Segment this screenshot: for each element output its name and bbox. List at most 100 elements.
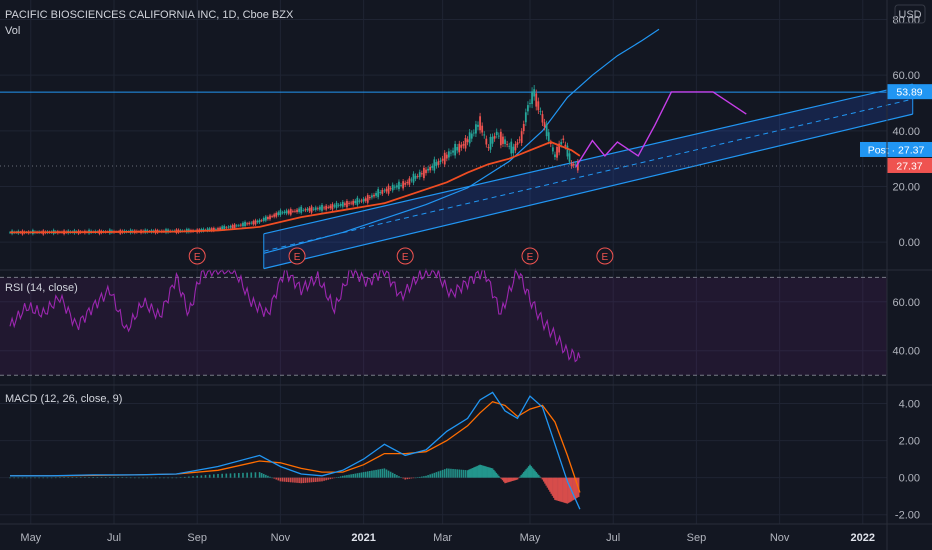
macd-histogram-bar	[175, 477, 178, 479]
candle-body	[258, 219, 261, 223]
macd-histogram-bar	[13, 477, 15, 479]
earnings-marker[interactable]	[396, 247, 414, 265]
candle-body	[524, 112, 527, 123]
macd-histogram-bar	[42, 477, 45, 479]
macd-histogram-bar	[265, 474, 267, 478]
candle-body	[319, 206, 321, 210]
earnings-marker-label: E	[527, 252, 534, 263]
channel-top-line[interactable]	[263, 83, 913, 235]
macd-histogram-bar	[346, 475, 348, 478]
macd-histogram-bar	[400, 477, 402, 478]
price-price-tick-label: 40.00	[892, 126, 920, 138]
candle-body	[210, 228, 213, 231]
channel-median-line[interactable]	[263, 98, 913, 252]
earnings-marker[interactable]	[288, 247, 306, 265]
macd-histogram-bar	[464, 470, 467, 478]
earnings-marker-label: E	[194, 252, 201, 263]
macd-histogram-bar	[21, 477, 24, 479]
macd-histogram-bar	[479, 464, 481, 478]
macd-histogram-bar	[167, 477, 169, 479]
macd-histogram-bar	[142, 477, 144, 479]
earnings-marker[interactable]	[188, 247, 206, 265]
time-tick-label: Sep	[187, 532, 207, 544]
candle-body	[566, 145, 569, 157]
parabolic-curve[interactable]	[263, 28, 660, 254]
candle-body	[520, 131, 523, 143]
macd-histogram-bar	[547, 477, 550, 490]
time-tick-label: Sep	[687, 532, 707, 544]
macd-histogram-bar	[54, 477, 57, 479]
candle-body	[229, 226, 232, 228]
macd-line[interactable]	[10, 391, 581, 510]
macd-histogram-bar	[304, 477, 307, 483]
macd-histogram-bar	[200, 475, 203, 478]
macd-histogram-bar	[310, 477, 313, 483]
price-price-tick-label: 20.00	[892, 181, 920, 193]
channel-bottom-line[interactable]	[263, 113, 913, 270]
currency-label: USD	[898, 9, 921, 21]
macd-histogram-bar	[129, 477, 132, 479]
candle-body	[264, 216, 267, 221]
currency-button[interactable]	[894, 4, 926, 24]
macd-histogram-bar	[314, 477, 317, 482]
macd-histogram-bar	[344, 475, 346, 478]
candle-body	[281, 212, 284, 214]
macd-histogram-bar	[337, 476, 340, 478]
macd-histogram-bar	[511, 477, 514, 482]
macd-histogram-bar	[521, 473, 524, 478]
moving-average-line[interactable]	[9, 141, 581, 234]
candle-body	[562, 138, 565, 140]
macd-histogram-bar	[269, 476, 271, 478]
candle-body	[256, 220, 259, 223]
macd-histogram-bar	[535, 472, 538, 478]
time-tick-label: Nov	[770, 532, 790, 544]
macd-histogram-bar	[396, 475, 398, 478]
candle-body	[379, 192, 382, 194]
macd-histogram-bar	[423, 476, 425, 478]
macd-histogram-bar	[371, 470, 373, 478]
macd-histogram-bar	[113, 477, 115, 478]
macd-histogram-bar	[531, 467, 534, 478]
macd-histogram-bar	[50, 477, 53, 479]
price-price-tick-label: 60.00	[892, 70, 920, 82]
projection-path[interactable]	[575, 91, 747, 168]
candle-body	[306, 208, 309, 211]
candle-body	[527, 105, 529, 112]
candle-body	[416, 176, 419, 177]
macd-histogram-bar	[273, 477, 275, 479]
macd-histogram-bar	[267, 475, 269, 478]
candle-body	[346, 200, 348, 208]
macd-histogram-bar	[504, 477, 506, 484]
time-tick-label: Nov	[271, 532, 291, 544]
macd-histogram-bar	[410, 477, 413, 479]
candle-body	[518, 139, 521, 141]
time-tick-label: 2021	[351, 532, 375, 544]
axes: May Jul Sep Nov 2021 Mar May Jul Sep Nov 202280.00…	[20, 14, 932, 544]
candle-body	[475, 124, 477, 134]
candle-body	[298, 208, 301, 212]
candle-body	[212, 227, 215, 231]
candle-body	[239, 224, 242, 226]
rsi-line[interactable]	[9, 268, 581, 363]
earnings-marker-label: E	[294, 252, 301, 263]
macd-histogram-bar	[229, 473, 232, 478]
candle-body	[262, 218, 265, 221]
time-tick-label: Jul	[606, 532, 620, 544]
macd-histogram-bar	[546, 477, 549, 488]
candle-body	[468, 132, 471, 144]
macd-histogram-bar	[525, 469, 528, 478]
macd-pane[interactable]	[9, 391, 581, 510]
macd-histogram-bar	[491, 468, 494, 478]
rsi-pane[interactable]	[0, 268, 887, 376]
macd-histogram-bar	[71, 477, 74, 478]
macd-histogram-bar	[452, 468, 454, 478]
earnings-marker[interactable]	[596, 247, 614, 265]
macd-histogram-bar	[38, 477, 40, 479]
earnings-marker[interactable]	[521, 247, 539, 265]
candle-body	[329, 205, 332, 209]
macd-histogram-bar	[300, 477, 302, 484]
candle-body	[400, 185, 402, 186]
